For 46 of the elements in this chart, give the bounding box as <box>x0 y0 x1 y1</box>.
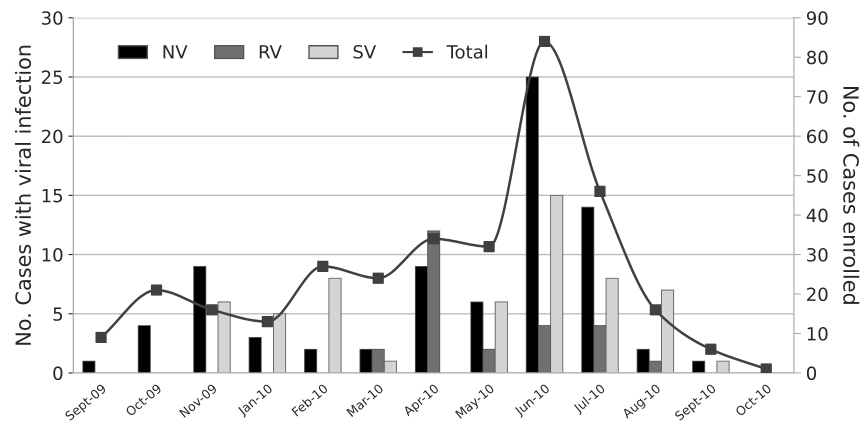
y2-tick-label: 90 <box>806 11 828 25</box>
bar <box>138 325 151 373</box>
y-tick-label: 5 <box>54 307 62 321</box>
y2-axis-title: No. of Cases enrolled <box>843 86 860 304</box>
y-tick-label: 20 <box>42 130 62 144</box>
y2-tick-label: 20 <box>807 287 828 302</box>
legend-label: SV <box>354 44 376 59</box>
point <box>760 363 772 373</box>
y2-tick-label: 80 <box>806 50 828 64</box>
y-tick-label: 15 <box>42 189 62 202</box>
y2-tick-label: 10 <box>808 326 828 341</box>
point <box>483 241 495 252</box>
y2-tick-label: 30 <box>807 248 828 262</box>
y-tick-label: 10 <box>42 248 62 262</box>
bar <box>273 313 286 373</box>
bar <box>82 360 96 373</box>
y2-tick-label: 0 <box>806 366 816 380</box>
point <box>206 304 218 316</box>
y-tick-label: 30 <box>42 11 62 25</box>
point <box>650 304 661 316</box>
point <box>594 186 606 198</box>
legend-label: NV <box>164 45 188 58</box>
point <box>317 260 328 272</box>
y2-tick-label: 60 <box>807 130 828 144</box>
bar <box>218 302 231 373</box>
legend-label: RV <box>260 45 282 58</box>
bar <box>328 278 342 373</box>
bar <box>304 348 318 373</box>
point <box>538 36 550 48</box>
y-tick-label: 0 <box>53 366 62 380</box>
legend-label: Total <box>446 44 488 59</box>
point <box>372 272 384 284</box>
bar <box>193 266 206 373</box>
point <box>95 332 107 344</box>
point <box>705 344 716 355</box>
y-axis-title: No. Cases with viral infection <box>14 46 32 345</box>
point <box>428 233 440 244</box>
point <box>150 284 162 296</box>
point <box>262 316 273 328</box>
y2-tick-label: 50 <box>807 169 828 183</box>
bar <box>248 337 262 373</box>
bar <box>692 360 706 373</box>
bar <box>716 360 730 373</box>
y-tick-label: 25 <box>42 70 62 84</box>
y2-tick-label: 70 <box>807 90 828 104</box>
y2-tick-label: 40 <box>806 208 828 222</box>
